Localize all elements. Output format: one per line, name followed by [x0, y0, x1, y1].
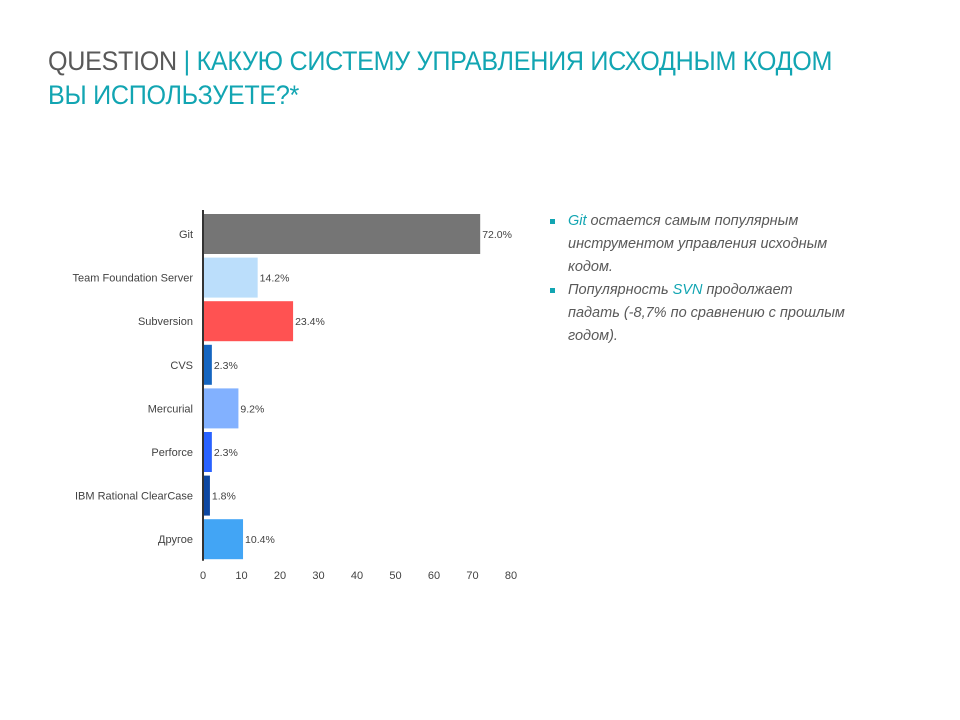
bar-0 [203, 214, 481, 254]
category-label: Perforce [151, 447, 193, 459]
value-label: 23.4% [295, 316, 325, 328]
bullet-marker-icon [550, 288, 555, 293]
note-item: Git остается самым популярным инструмент… [548, 210, 848, 279]
x-tick-label: 30 [312, 570, 324, 582]
title-text: КАКУЮ СИСТЕМУ УПРАВЛЕНИЯ ИСХОДНЫМ КОДОМ … [48, 46, 833, 110]
value-label: 9.2% [240, 403, 264, 415]
category-label: CVS [170, 360, 193, 372]
note-2-highlight: SVN [672, 282, 703, 298]
category-label: Mercurial [148, 403, 193, 415]
bar-7 [203, 519, 244, 560]
value-label: 2.3% [214, 360, 238, 372]
category-label: Team Foundation Server [73, 273, 194, 285]
bar-1 [203, 257, 258, 298]
category-label: IBM Rational ClearCase [75, 491, 193, 503]
category-label: Git [179, 229, 193, 241]
page-title: QUESTION | КАКУЮ СИСТЕМУ УПРАВЛЕНИЯ ИСХО… [48, 44, 866, 112]
value-label: 2.3% [214, 447, 238, 459]
category-label: Другое [158, 534, 193, 546]
bar-chart: Git 72.0% Team Foundation Server 14.2% Subve… [73, 210, 517, 582]
category-label: Subversion [138, 316, 193, 328]
x-tick-label: 0 [200, 570, 206, 582]
x-tick-label: 10 [235, 570, 247, 582]
note-2-text: продолжает падать (-8,7% по сравнению с … [568, 282, 845, 344]
x-tick-label: 60 [428, 570, 440, 582]
x-tick-label: 80 [505, 570, 517, 582]
x-tick-label: 50 [389, 570, 401, 582]
value-label: 72.0% [482, 229, 512, 241]
value-label: 1.8% [212, 491, 236, 503]
bar-3 [203, 344, 212, 385]
note-1-text: остается самым популярным инструментом у… [568, 213, 828, 275]
x-tick-label: 40 [351, 570, 363, 582]
value-label: 14.2% [260, 273, 290, 285]
bar-4 [203, 388, 239, 429]
notes-list: Git остается самым популярным инструмент… [548, 210, 848, 348]
note-item: Популярность SVN продолжает падать (-8,7… [548, 279, 848, 348]
bar-2 [203, 301, 294, 342]
x-tick-label: 20 [274, 570, 286, 582]
note-2-pre: Популярность [568, 282, 673, 298]
note-1-highlight: Git [568, 213, 587, 229]
title-separator: | [176, 46, 197, 76]
value-label: 10.4% [245, 534, 275, 546]
title-lead: QUESTION [48, 46, 177, 76]
x-tick-label: 70 [466, 570, 478, 582]
bar-5 [203, 432, 212, 472]
bar-6 [203, 475, 210, 516]
bullet-marker-icon [550, 219, 555, 224]
